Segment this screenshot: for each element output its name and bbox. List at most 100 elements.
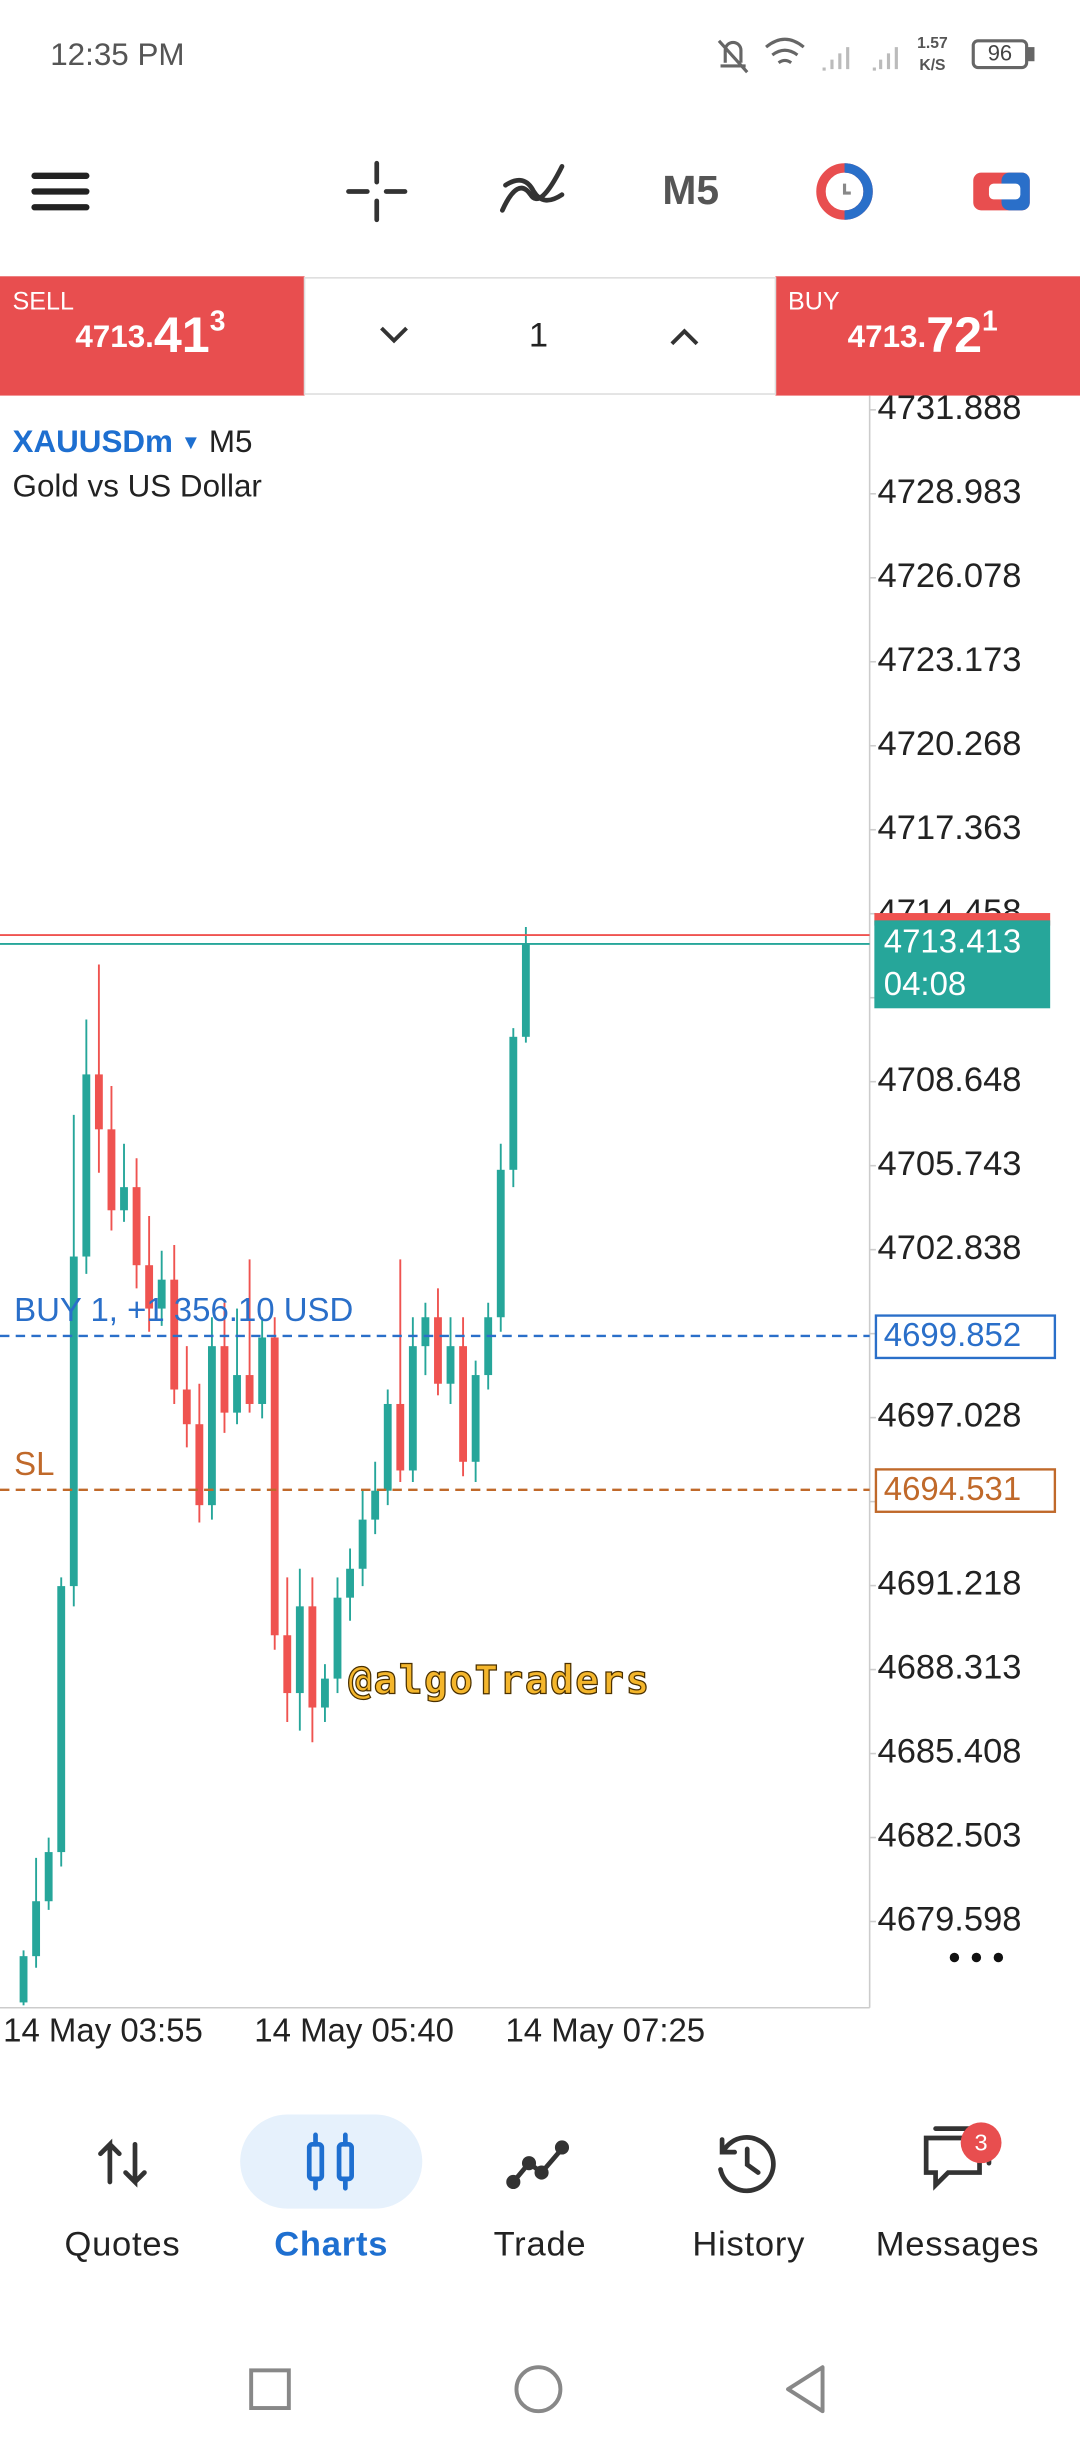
y-tick-label: 4691.218 [878, 1565, 1022, 1603]
nav-icons [98, 2126, 992, 2194]
status-time: 12:35 PM [50, 37, 184, 72]
position-price: 4699.852 [884, 1316, 1021, 1353]
candle-body [270, 1337, 279, 1636]
x-tick-label: 14 May 05:40 [254, 2012, 454, 2049]
stop-loss-label[interactable]: SL [14, 1445, 54, 1482]
candle-body [94, 1074, 103, 1130]
badge [960, 2122, 1002, 2164]
sell-price-start: 4713. [75, 319, 154, 354]
nav-label[interactable]: Quotes [64, 2225, 180, 2263]
timeframe-button[interactable]: M5 [662, 167, 719, 213]
y-tick-label: 4682.503 [878, 1817, 1022, 1855]
y-tick-label: 4688.313 [878, 1649, 1022, 1687]
indicators-button[interactable] [499, 164, 565, 213]
one-click-button[interactable] [973, 172, 1030, 211]
y-tick-label: 4702.838 [878, 1229, 1022, 1267]
stop-loss-price: 4694.531 [884, 1470, 1021, 1507]
candle-body [32, 1901, 41, 1957]
y-tick-label: 4723.173 [878, 641, 1022, 679]
candle-body [107, 1129, 116, 1211]
candle-body [509, 1036, 518, 1170]
trade-button[interactable] [816, 163, 873, 220]
candle-body [145, 1265, 154, 1309]
sell-price-big: 41 [154, 307, 210, 363]
candle-body [321, 1678, 329, 1708]
candle-body [170, 1279, 179, 1390]
candle-body [446, 1346, 455, 1384]
buy-label: BUY [788, 288, 840, 316]
candle-body [308, 1606, 317, 1708]
bid-box [874, 920, 1051, 1009]
candle-body [346, 1568, 354, 1598]
position-label[interactable]: BUY 1, +1 356.10 USD [14, 1291, 353, 1328]
candle-body [157, 1279, 166, 1309]
volume-value[interactable]: 1 [529, 317, 548, 355]
more-dots[interactable] [949, 1952, 1004, 1963]
back-button[interactable] [786, 2365, 825, 2414]
status-icons [717, 37, 1035, 74]
y-tick-label: 4728.983 [878, 473, 1022, 511]
candle-body [57, 1586, 66, 1853]
candle-body [82, 1074, 91, 1257]
sell-label: SELL [13, 288, 74, 316]
overlay: 4713.413 04:08 BUY 1, +1 356.10 USD 4699.85… [0, 913, 1057, 1704]
candle-body [459, 1346, 468, 1462]
candle-body [195, 1424, 204, 1506]
buy-button[interactable] [775, 276, 1080, 396]
active-tab-pill [240, 2114, 423, 2209]
menu-button[interactable] [31, 172, 90, 211]
plot: 4731.888 4728.983 4726.078 4723.173 4720.268… [3, 389, 1021, 2049]
x-tick-label: 14 May 03:55 [3, 2012, 203, 2049]
candle-body [245, 1375, 254, 1404]
sell-button[interactable] [0, 276, 305, 396]
candle-body [383, 1403, 392, 1491]
candle-body [69, 1256, 78, 1587]
candle-body [132, 1187, 141, 1266]
y-tick-label: 4679.598 [878, 1901, 1022, 1939]
y-tick-label: 4717.363 [878, 809, 1022, 847]
candle-body [358, 1519, 367, 1569]
crosshair-button[interactable] [346, 160, 408, 223]
candle-body [120, 1187, 128, 1211]
y-tick-label: 4720.268 [878, 725, 1022, 763]
candle-body [484, 1317, 493, 1376]
symbol[interactable]: XAUUSDm [13, 425, 173, 460]
stop-loss-box [874, 1468, 1057, 1513]
home-button[interactable] [514, 2365, 563, 2414]
volume-up[interactable] [670, 328, 699, 346]
position-box [874, 1314, 1057, 1360]
candle-body [258, 1337, 267, 1404]
y-tick-label: 4685.408 [878, 1733, 1022, 1771]
nav-label[interactable]: Charts [274, 2225, 388, 2263]
sell-price: 4713.413 [75, 305, 225, 363]
bottom-nav: Quotes Charts Trade History Messages [64, 2225, 1040, 2263]
nav-label[interactable]: Trade [494, 2225, 587, 2263]
buy-price: 4713.721 [848, 305, 998, 363]
net-speed: 1.57 [917, 35, 948, 52]
volume-down[interactable] [380, 326, 408, 344]
candle-body [220, 1346, 229, 1413]
candle-body [496, 1169, 505, 1318]
watermark: @algoTraders [348, 1658, 650, 1703]
volume-panel [303, 277, 777, 395]
buy-price-big: 72 [926, 307, 982, 363]
net-speed-unit: K/S [919, 57, 945, 74]
nav-label[interactable]: Messages [876, 2225, 1040, 2263]
candle-body [421, 1317, 430, 1347]
y-tick-label: 4731.888 [878, 389, 1022, 427]
candle-body [44, 1852, 53, 1902]
bid-price-label: 4713.413 [884, 923, 1021, 960]
y-tick-label: 4726.078 [878, 557, 1022, 595]
candle-body [521, 943, 530, 1037]
candle-body [434, 1317, 442, 1384]
battery-level: 96 [988, 41, 1012, 66]
nav-label[interactable]: History [692, 2225, 805, 2263]
candle-body [207, 1346, 216, 1506]
x-tick-label: 14 May 07:25 [505, 2012, 705, 2049]
recents-button[interactable] [249, 2368, 291, 2410]
buy-price-sup: 1 [982, 305, 998, 337]
candle-body [283, 1635, 292, 1694]
chart-symbol[interactable]: XAUUSDm ▼ M5 [13, 425, 253, 460]
candle-body [182, 1389, 191, 1425]
